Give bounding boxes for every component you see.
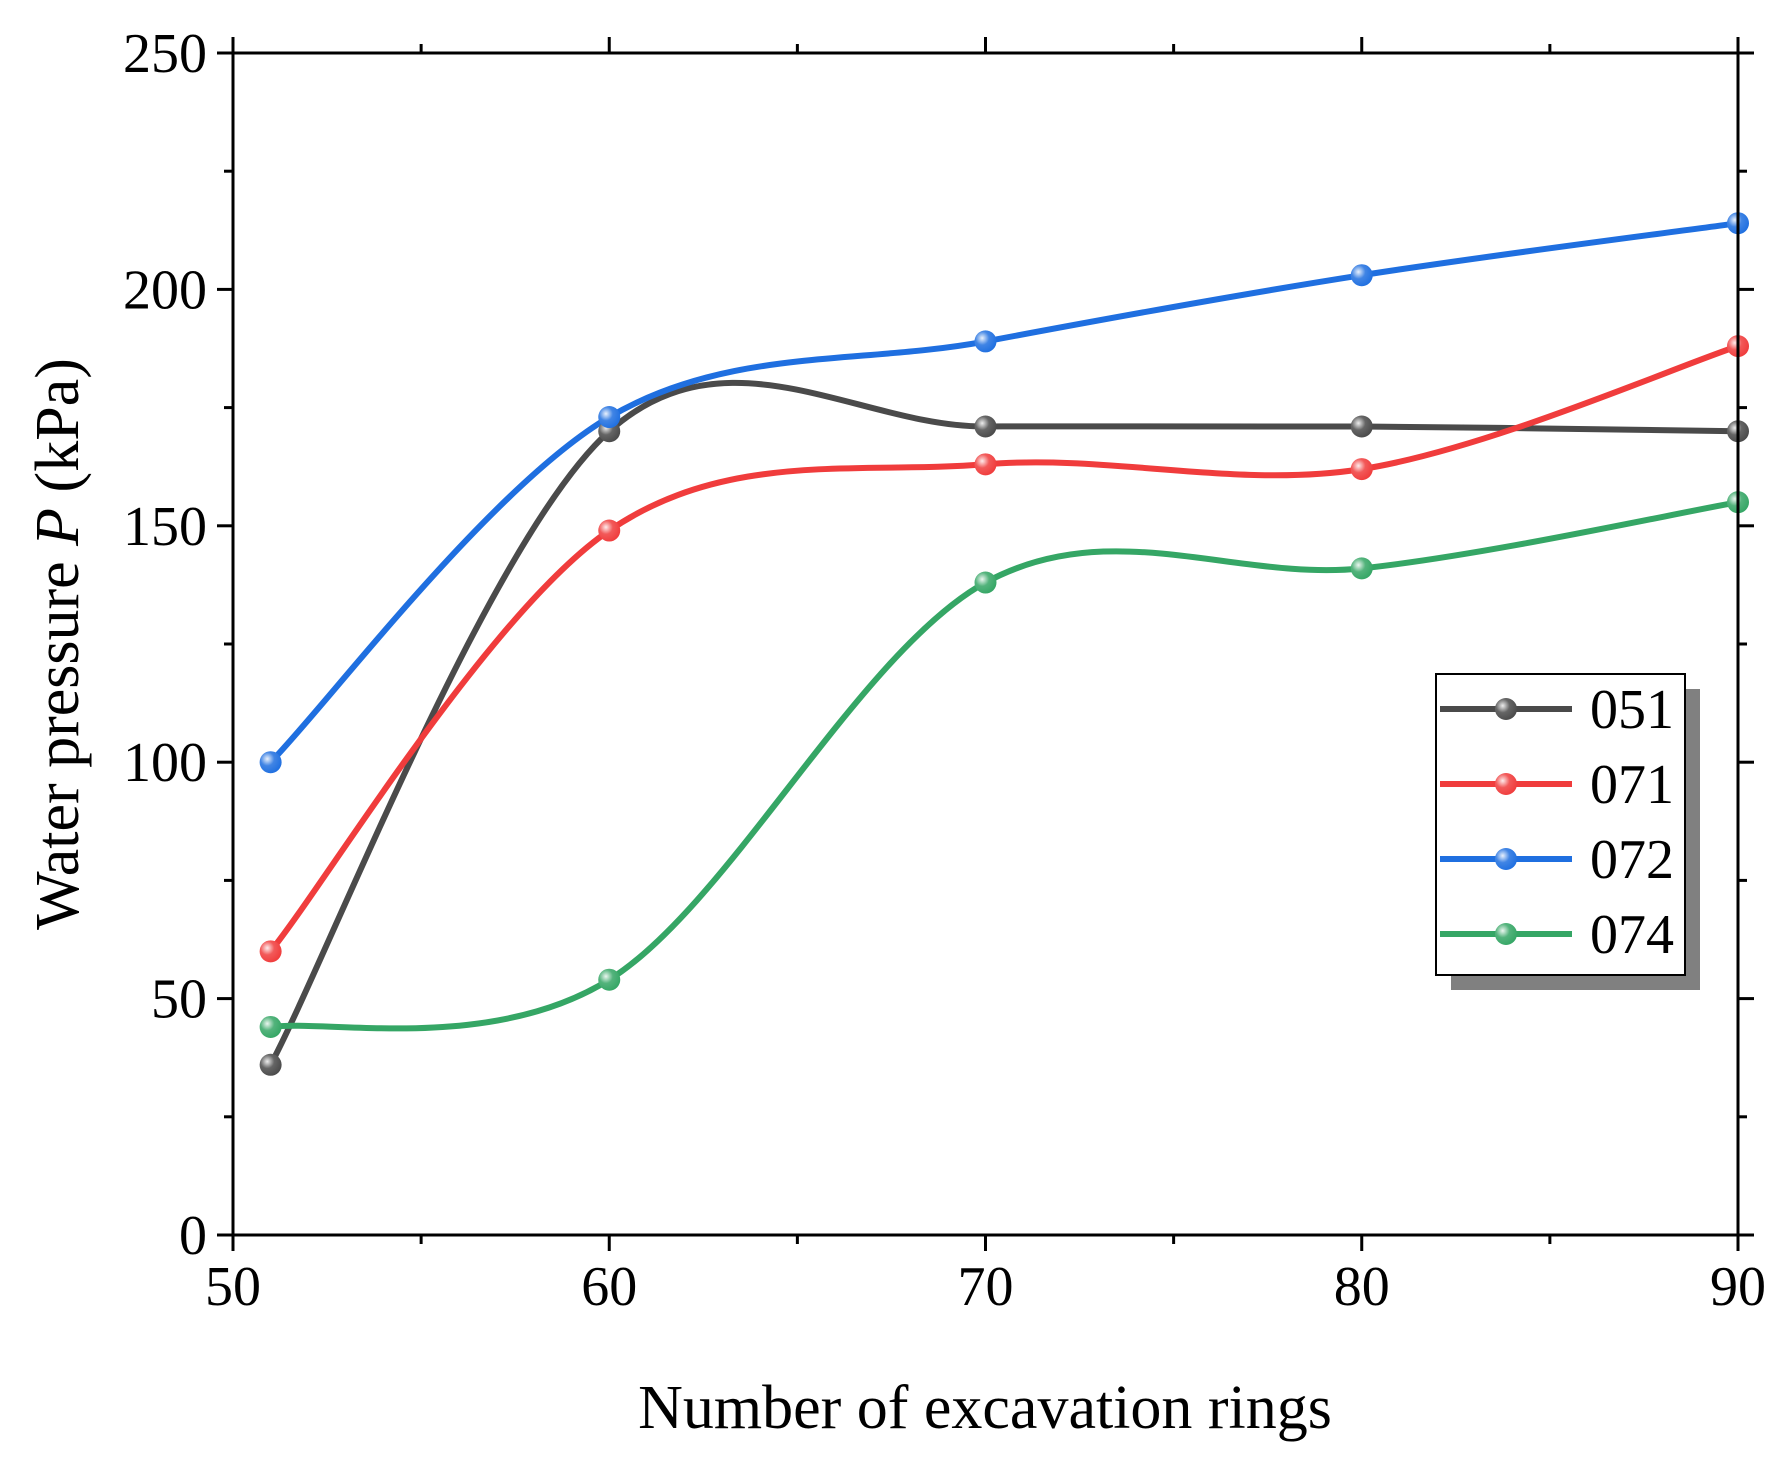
data-point-gloss-071-3 [1350, 458, 1373, 481]
series-line-071 [267, 343, 1741, 955]
y-axis-title-symbol: P [24, 508, 92, 547]
data-point-gloss-072-2 [974, 330, 997, 353]
data-point-gloss-074-0 [259, 1015, 282, 1038]
y-axis-title-prefix: Water pressure [24, 546, 92, 930]
legend-marker-gloss-072 [1495, 848, 1517, 870]
data-point-gloss-072-1 [598, 406, 621, 429]
legend-box [1435, 673, 1686, 976]
data-point-gloss-051-3 [1350, 415, 1373, 438]
data-point-gloss-071-1 [598, 519, 621, 542]
legend-marker-gloss-071 [1495, 773, 1517, 795]
y-tick-label: 50 [151, 969, 207, 1031]
data-point-gloss-074-1 [598, 968, 621, 991]
legend-label-051: 051 [1590, 679, 1674, 741]
legend-marker-gloss-074 [1495, 923, 1517, 945]
data-point-gloss-051-2 [974, 415, 997, 438]
y-axis-title-suffix: (kPa) [24, 358, 92, 508]
x-tick-label: 90 [1710, 1256, 1766, 1318]
series-line-051 [267, 380, 1741, 1068]
data-point-gloss-071-0 [259, 940, 282, 963]
data-point-gloss-072-0 [259, 751, 282, 774]
legend-items: 051 071 072 074 [1440, 679, 1674, 966]
y-tick-label: 0 [179, 1205, 207, 1267]
legend-marker-gloss-051 [1495, 698, 1517, 720]
legend-label-072: 072 [1590, 829, 1674, 891]
x-tick-label: 80 [1334, 1256, 1390, 1318]
x-tick-label: 50 [205, 1256, 261, 1318]
x-axis-title: Number of excavation rings [638, 1374, 1332, 1442]
data-point-gloss-051-0 [259, 1053, 282, 1076]
y-tick-label: 100 [123, 732, 207, 794]
legend-label-074: 074 [1590, 904, 1674, 966]
legend: 051 071 072 074 [1435, 673, 1700, 990]
data-point-gloss-074-3 [1350, 557, 1373, 580]
data-point-gloss-072-3 [1350, 264, 1373, 287]
plot-area [233, 53, 1738, 1235]
x-tick-label: 70 [958, 1256, 1014, 1318]
x-tick-label: 60 [581, 1256, 637, 1318]
series-layer [259, 212, 1749, 1076]
y-tick-label: 150 [123, 496, 207, 558]
y-tick-label: 200 [123, 259, 207, 321]
data-point-gloss-071-2 [974, 453, 997, 476]
y-axis-title: Water pressure P (kPa) [24, 358, 92, 930]
y-tick-label: 250 [123, 23, 207, 85]
legend-label-071: 071 [1590, 754, 1674, 816]
data-point-gloss-074-2 [974, 571, 997, 594]
